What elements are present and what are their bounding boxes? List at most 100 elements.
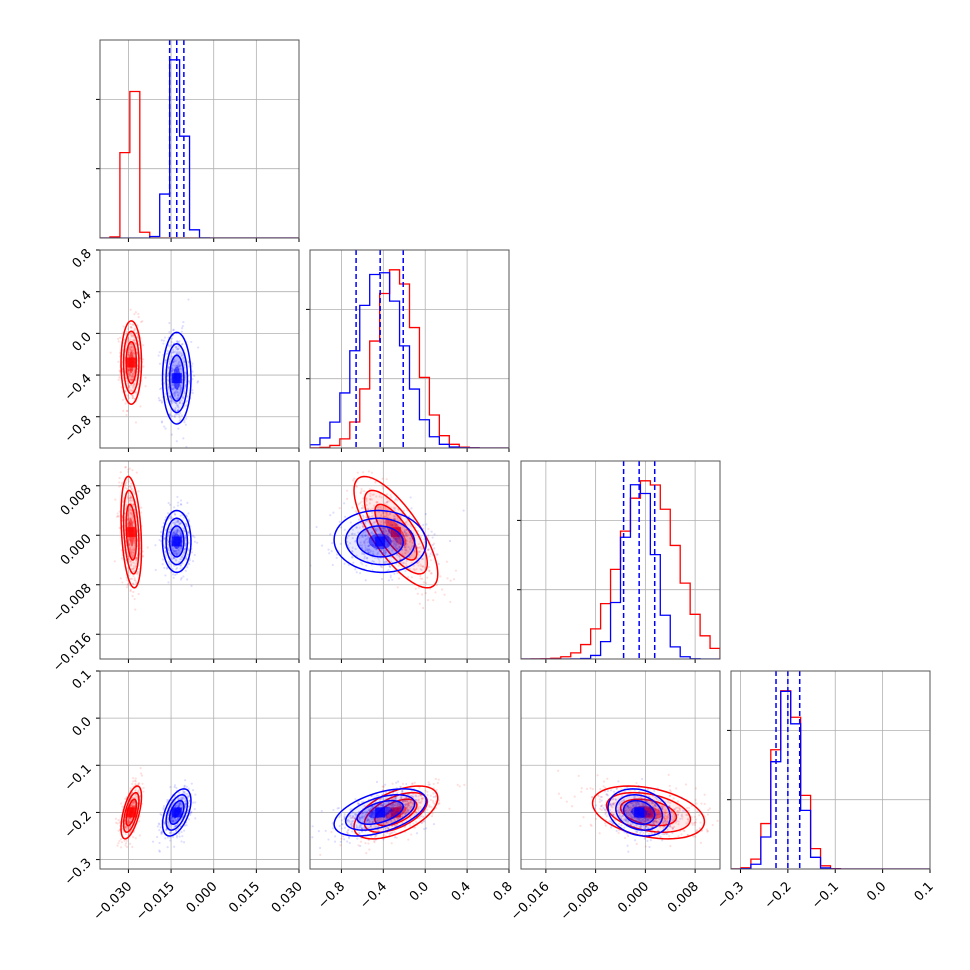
scatter-point (131, 594, 134, 598)
scatter-point (166, 352, 169, 355)
scatter-point (172, 531, 175, 534)
scatter-point (133, 578, 136, 582)
scatter-point (394, 525, 397, 528)
scatter-point (448, 807, 451, 810)
scatter-point (360, 489, 363, 493)
scatter-point (127, 353, 130, 357)
scatter-point (133, 313, 136, 316)
scatter-point (197, 346, 200, 349)
panel-frame (99, 249, 300, 449)
scatter-point (369, 494, 372, 498)
scatter-point (361, 535, 365, 539)
scatter-point (353, 533, 356, 536)
scatter-point (131, 372, 134, 375)
scatter-point (129, 485, 132, 488)
scatter-point (137, 782, 141, 785)
scatter-point (134, 342, 137, 345)
scatter-point (341, 835, 345, 838)
scatter-point (382, 530, 386, 534)
scatter-point (386, 532, 390, 536)
scatter-point (167, 549, 171, 552)
scatter-point (162, 808, 165, 811)
scatter-point (366, 549, 369, 552)
scatter-point (418, 550, 421, 553)
scatter-point (142, 344, 145, 347)
scatter-point (172, 351, 175, 354)
scatter-point (138, 834, 141, 837)
scatter-point (171, 547, 174, 550)
scatter-point (182, 359, 185, 362)
scatter-point (179, 548, 182, 551)
scatter-point (332, 511, 335, 514)
scatter-point (176, 405, 179, 408)
scatter-point (434, 777, 437, 781)
scatter-point (391, 540, 394, 543)
scatter-point (368, 522, 371, 525)
scatter-point (366, 537, 370, 540)
scatter-point (359, 561, 363, 564)
scatter-point (401, 782, 405, 785)
scatter-point (130, 375, 133, 379)
scatter-point (367, 535, 370, 538)
scatter-point (124, 844, 127, 847)
scatter-point (426, 598, 430, 602)
scatter-point (373, 526, 376, 530)
scatter-point (179, 412, 182, 415)
scatter-point (327, 548, 330, 551)
scatter-point (398, 545, 401, 549)
scatter-point (332, 808, 335, 812)
scatter-point (408, 540, 412, 543)
y-tick-label: −0.1 (62, 762, 95, 795)
scatter-point (398, 558, 402, 561)
scatter-point (168, 345, 171, 348)
scatter-point (353, 540, 357, 543)
scatter-point (131, 845, 134, 849)
scatter-point (376, 528, 379, 531)
scatter-point (171, 329, 175, 332)
scatter-point (175, 786, 178, 790)
scatter-point (171, 521, 174, 524)
scatter-point (191, 370, 194, 373)
scatter-point (385, 560, 388, 563)
scatter-point (172, 546, 175, 549)
scatter-point (162, 382, 166, 385)
scatter-point (158, 362, 162, 365)
scatter-point (376, 551, 379, 555)
scatter-point (367, 507, 370, 510)
scatter-point (126, 382, 130, 385)
scatter-point (183, 392, 186, 395)
scatter-point (175, 520, 178, 523)
scatter-point (130, 346, 134, 349)
scatter-point (167, 581, 170, 584)
x-tick-label: 0.030 (269, 879, 306, 916)
scatter-point (161, 525, 164, 529)
scatter-point (179, 534, 182, 537)
scatter-point (132, 836, 135, 839)
scatter-point (363, 557, 366, 560)
scatter-point (133, 577, 136, 580)
scatter-point (408, 567, 411, 570)
scatter-point (130, 513, 133, 516)
scatter-point (407, 838, 410, 841)
scatter-point (160, 401, 164, 404)
scatter-point (181, 354, 184, 357)
scatter-point (424, 566, 427, 569)
scatter-point (176, 495, 179, 499)
scatter-point (402, 554, 405, 557)
scatter-point (175, 340, 178, 343)
scatter-point (403, 549, 407, 552)
scatter-point (183, 366, 186, 369)
scatter-point (705, 828, 708, 831)
scatter-point (130, 482, 133, 485)
scatter-point (383, 502, 386, 505)
scatter-point (171, 387, 174, 390)
scatter-point (133, 382, 136, 386)
scatter-point (124, 797, 127, 800)
scatter-point (403, 531, 407, 534)
scatter-point (407, 545, 410, 549)
scatter-point (175, 567, 178, 571)
scatter-point (130, 350, 133, 353)
scatter-point (329, 514, 332, 517)
scatter-point (175, 530, 178, 533)
scatter-point (183, 390, 186, 393)
